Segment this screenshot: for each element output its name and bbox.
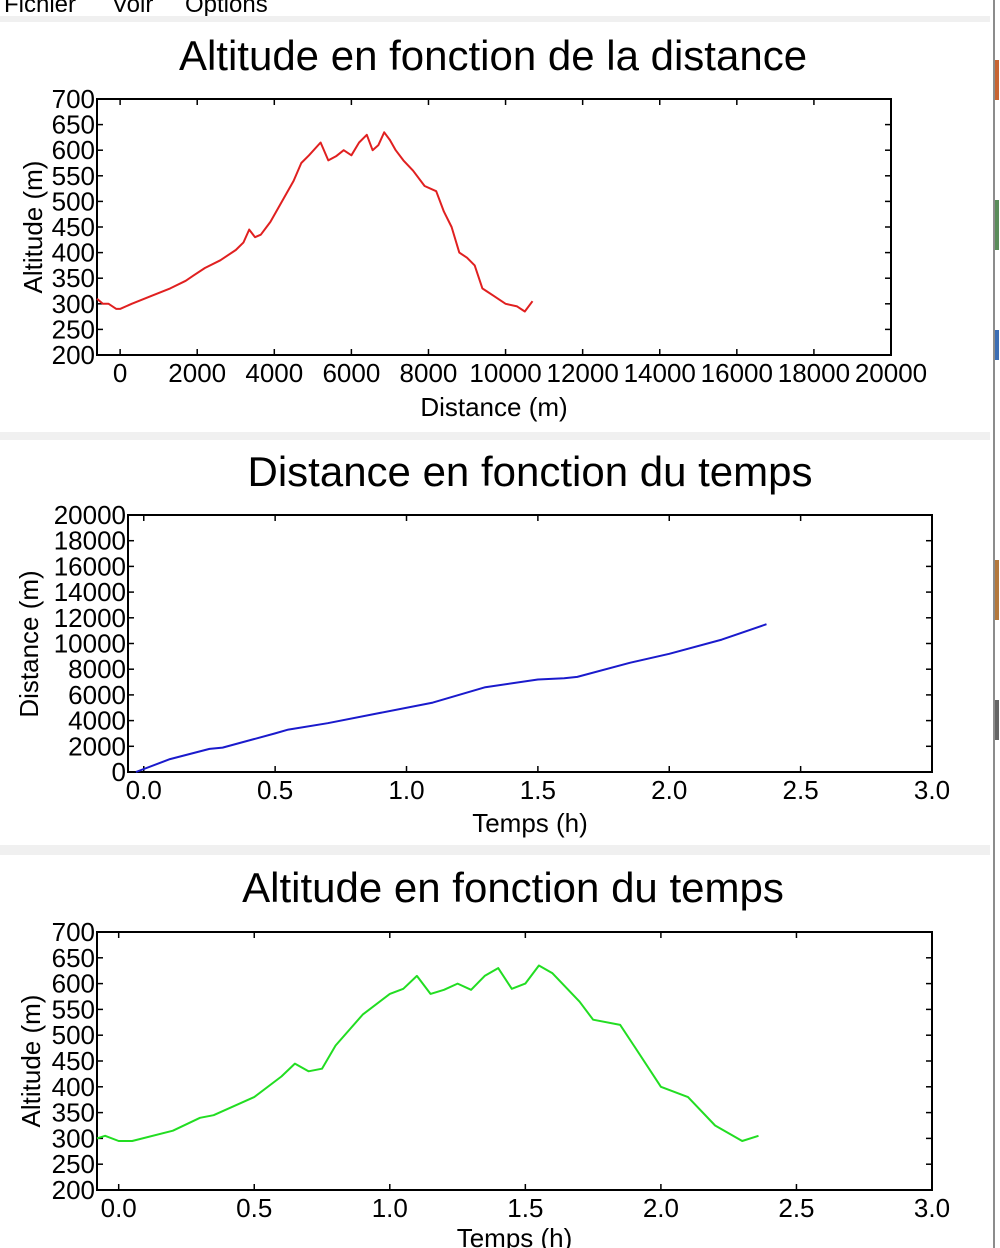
chart-panel-distance-temps: Distance en fonction du temps 0 2000 4000 60… <box>0 440 990 845</box>
series-line <box>96 131 534 313</box>
y-tick-label: 550 <box>52 994 95 1024</box>
x-tick-label: 4000 <box>245 358 303 388</box>
y-tick-label: 6000 <box>68 680 126 710</box>
x-tick-label: 0.5 <box>236 1193 272 1223</box>
y-tick-label: 4000 <box>68 706 126 736</box>
y-tick-label: 10000 <box>54 629 126 659</box>
series-line <box>96 964 759 1142</box>
y-tick-label: 200 <box>52 1175 95 1205</box>
y-tick-label: 250 <box>52 314 95 344</box>
y-tick-label: 700 <box>52 84 95 114</box>
x-tick-label: 18000 <box>778 358 850 388</box>
y-tick-label: 2000 <box>68 731 126 761</box>
x-tick-label: 16000 <box>701 358 773 388</box>
menu-fichier[interactable]: Fichier <box>4 0 77 16</box>
x-tick-label: 1.5 <box>520 775 556 805</box>
x-tick-label: 14000 <box>624 358 696 388</box>
plot-frame <box>96 98 892 356</box>
x-axis-label: Temps (h) <box>472 808 588 838</box>
x-tick-label: 0.0 <box>126 775 162 805</box>
chart-altitude-distance: Altitude en fonction de la distance 20025… <box>18 32 927 422</box>
x-tick-label: 0 <box>113 358 127 388</box>
x-tick-label: 0.0 <box>101 1193 137 1223</box>
x-tick-label: 0.5 <box>257 775 293 805</box>
x-tick-label: 8000 <box>400 358 458 388</box>
y-tick-label: 650 <box>52 110 95 140</box>
y-tick-label: 300 <box>52 1123 95 1153</box>
y-tick-label: 600 <box>52 135 95 165</box>
y-tick-label: 300 <box>52 289 95 319</box>
chart-panel-altitude-distance: Altitude en fonction de la distance 200 25… <box>0 22 990 432</box>
y-tick-label: 16000 <box>54 551 126 581</box>
menu-voir[interactable]: Voir <box>112 0 154 16</box>
chart-distance-temps: Distance en fonction du temps 02000400060… <box>14 448 950 838</box>
y-tick-label: 450 <box>52 212 95 242</box>
x-axis-label: Temps (h) <box>457 1223 573 1248</box>
x-axis-label: Distance (m) <box>420 392 567 422</box>
chart-title: Distance en fonction du temps <box>248 448 813 495</box>
y-tick-label: 550 <box>52 161 95 191</box>
x-tick-label: 1.0 <box>372 1193 408 1223</box>
y-tick-label: 12000 <box>54 603 126 633</box>
y-tick-label: 8000 <box>68 654 126 684</box>
chart-panel-altitude-temps: Altitude en fonction du temps 200 250 300 35… <box>0 855 990 1248</box>
y-tick-label: 500 <box>52 186 95 216</box>
y-tick-label: 250 <box>52 1149 95 1179</box>
y-tick-label: 200 <box>52 340 95 370</box>
y-tick-label: 350 <box>52 263 95 293</box>
chart-title: Altitude en fonction de la distance <box>179 32 807 79</box>
chart-altitude-temps: Altitude en fonction du temps 20025030035… <box>16 864 950 1248</box>
x-tick-label: 6000 <box>322 358 380 388</box>
x-tick-label: 2.5 <box>778 1193 814 1223</box>
chart-title: Altitude en fonction du temps <box>242 864 784 911</box>
window-edge <box>990 0 1000 1248</box>
plot-frame <box>96 931 933 1191</box>
y-tick-label: 18000 <box>54 526 126 556</box>
y-tick-label: 0 <box>112 757 126 787</box>
x-tick-label: 12000 <box>546 358 618 388</box>
y-tick-label: 450 <box>52 1046 95 1076</box>
y-axis-label: Altitude (m) <box>18 161 48 294</box>
x-tick-label: 20000 <box>855 358 927 388</box>
x-tick-label: 10000 <box>469 358 541 388</box>
y-tick-label: 700 <box>52 917 95 947</box>
menu-bar: Fichier Voir Options <box>0 0 992 16</box>
x-tick-label: 2000 <box>168 358 226 388</box>
x-tick-label: 3.0 <box>914 1193 950 1223</box>
y-tick-label: 500 <box>52 1020 95 1050</box>
y-tick-label: 14000 <box>54 577 126 607</box>
menu-options[interactable]: Options <box>185 0 268 16</box>
y-tick-label: 600 <box>52 969 95 999</box>
x-tick-label: 2.5 <box>783 775 819 805</box>
y-tick-label: 650 <box>52 943 95 973</box>
y-tick-label: 20000 <box>54 500 126 530</box>
x-tick-label: 2.0 <box>643 1193 679 1223</box>
x-tick-label: 1.5 <box>507 1193 543 1223</box>
x-tick-label: 3.0 <box>914 775 950 805</box>
y-tick-label: 400 <box>52 1072 95 1102</box>
series-line <box>135 623 767 773</box>
y-axis-label: Altitude (m) <box>16 995 46 1128</box>
y-tick-label: 350 <box>52 1098 95 1128</box>
y-tick-label: 400 <box>52 238 95 268</box>
plot-frame <box>127 514 933 773</box>
x-tick-label: 1.0 <box>388 775 424 805</box>
y-axis-label: Distance (m) <box>14 570 44 717</box>
x-tick-label: 2.0 <box>651 775 687 805</box>
